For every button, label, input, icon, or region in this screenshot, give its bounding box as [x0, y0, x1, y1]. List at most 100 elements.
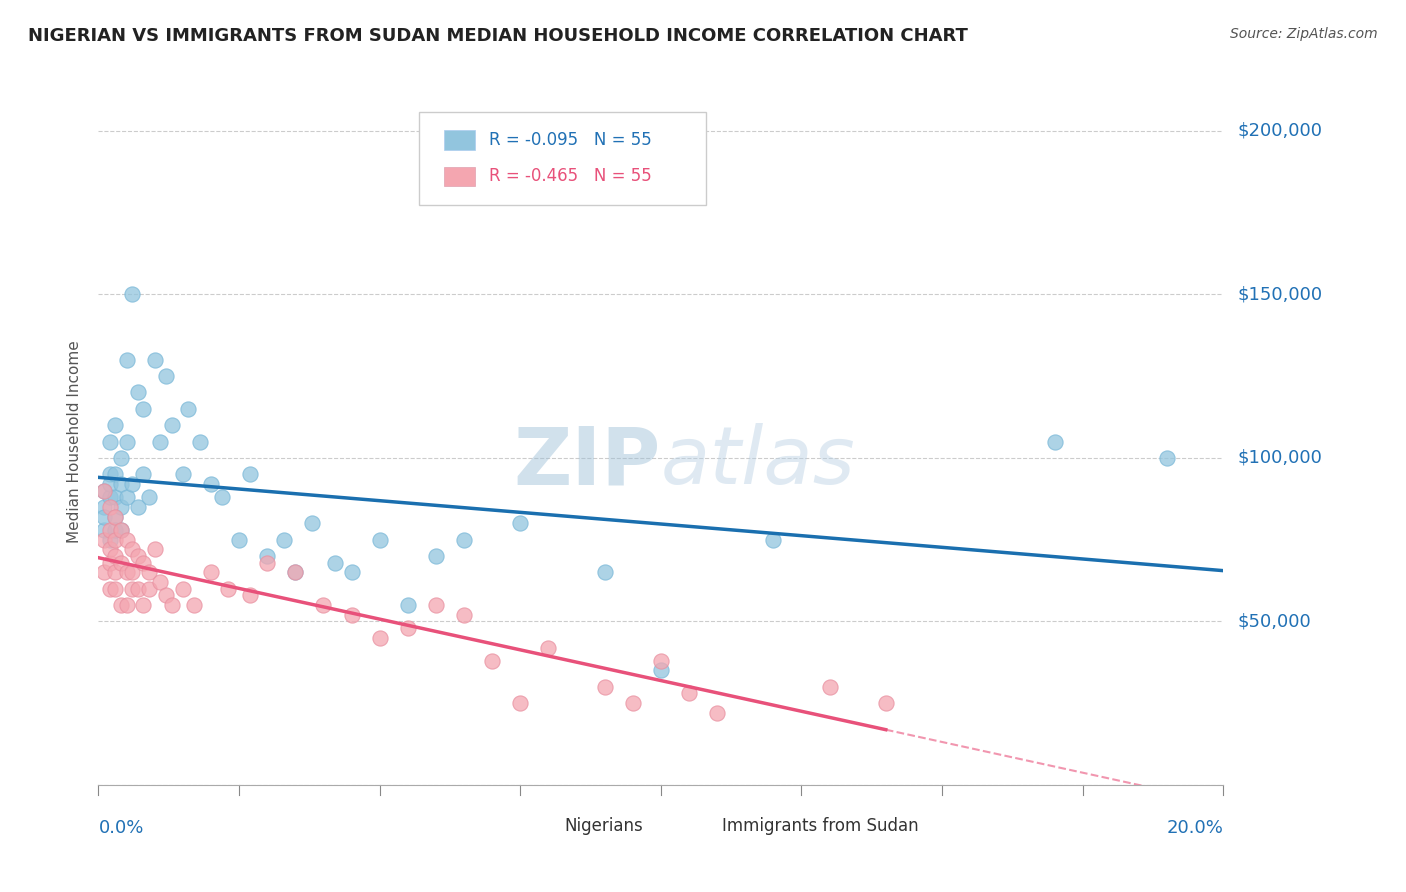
Point — [93, 509, 115, 524]
Point — [104, 490, 127, 504]
Point — [121, 542, 143, 557]
Point — [110, 477, 132, 491]
Point — [104, 582, 127, 596]
Text: Nigerians: Nigerians — [564, 817, 643, 835]
Point — [98, 582, 121, 596]
Point — [323, 556, 346, 570]
Point — [98, 434, 121, 449]
Text: $50,000: $50,000 — [1237, 613, 1310, 631]
Point — [875, 696, 897, 710]
Point — [93, 483, 115, 498]
Point — [93, 533, 115, 547]
Text: NIGERIAN VS IMMIGRANTS FROM SUDAN MEDIAN HOUSEHOLD INCOME CORRELATION CHART: NIGERIAN VS IMMIGRANTS FROM SUDAN MEDIAN… — [28, 27, 967, 45]
Point — [509, 516, 531, 531]
Point — [481, 654, 503, 668]
Point — [1156, 450, 1178, 465]
Point — [155, 369, 177, 384]
Point — [132, 401, 155, 416]
Point — [115, 490, 138, 504]
Point — [312, 598, 335, 612]
Point — [284, 566, 307, 580]
Point — [425, 549, 447, 563]
Point — [143, 542, 166, 557]
Point — [453, 607, 475, 622]
Point — [678, 686, 700, 700]
Point — [143, 352, 166, 367]
Point — [127, 500, 149, 514]
Point — [239, 467, 262, 482]
Point — [762, 533, 785, 547]
Text: R = -0.465   N = 55: R = -0.465 N = 55 — [489, 168, 651, 186]
Point — [121, 287, 143, 301]
Point — [228, 533, 250, 547]
Text: $100,000: $100,000 — [1237, 449, 1322, 467]
Bar — [683, 815, 709, 837]
Text: $150,000: $150,000 — [1237, 285, 1322, 303]
Bar — [444, 130, 475, 150]
Bar — [444, 167, 475, 186]
Point — [183, 598, 205, 612]
Point — [98, 533, 121, 547]
Point — [200, 477, 222, 491]
Point — [593, 566, 616, 580]
Point — [98, 523, 121, 537]
Point — [256, 549, 278, 563]
Text: ZIP: ZIP — [513, 423, 661, 501]
Point — [127, 385, 149, 400]
Point — [211, 490, 233, 504]
Point — [132, 598, 155, 612]
Text: R = -0.095   N = 55: R = -0.095 N = 55 — [489, 131, 651, 149]
Point — [93, 483, 115, 498]
Point — [121, 582, 143, 596]
Point — [138, 582, 160, 596]
Point — [115, 434, 138, 449]
Point — [104, 509, 127, 524]
Point — [115, 566, 138, 580]
Point — [177, 401, 200, 416]
Point — [132, 467, 155, 482]
Point — [509, 696, 531, 710]
Point — [127, 582, 149, 596]
Point — [104, 533, 127, 547]
Point — [188, 434, 211, 449]
Point — [396, 598, 419, 612]
FancyBboxPatch shape — [419, 112, 706, 204]
Point — [93, 500, 115, 514]
Point — [110, 598, 132, 612]
Point — [160, 418, 183, 433]
Point — [121, 566, 143, 580]
Point — [110, 556, 132, 570]
Point — [121, 477, 143, 491]
Point — [650, 654, 672, 668]
Point — [706, 706, 728, 720]
Point — [132, 556, 155, 570]
Text: 20.0%: 20.0% — [1167, 819, 1223, 838]
Point — [104, 523, 127, 537]
Point — [368, 631, 391, 645]
Point — [149, 575, 172, 590]
Point — [217, 582, 239, 596]
Point — [110, 523, 132, 537]
Point — [115, 352, 138, 367]
Point — [138, 566, 160, 580]
Point — [98, 490, 121, 504]
Point — [200, 566, 222, 580]
Point — [818, 680, 841, 694]
Point — [110, 523, 132, 537]
Point — [256, 556, 278, 570]
Point — [593, 680, 616, 694]
Point — [301, 516, 323, 531]
Point — [98, 477, 121, 491]
Point — [284, 566, 307, 580]
Point — [110, 450, 132, 465]
Text: 0.0%: 0.0% — [98, 819, 143, 838]
Point — [368, 533, 391, 547]
Point — [537, 640, 560, 655]
Point — [160, 598, 183, 612]
Point — [650, 664, 672, 678]
Point — [425, 598, 447, 612]
Point — [98, 556, 121, 570]
Y-axis label: Median Household Income: Median Household Income — [67, 340, 83, 543]
Bar — [526, 815, 551, 837]
Point — [115, 598, 138, 612]
